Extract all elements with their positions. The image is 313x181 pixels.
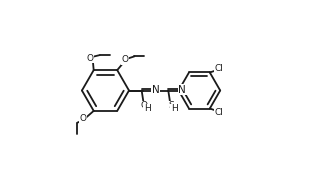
Text: Cl: Cl: [215, 108, 224, 117]
Text: Cl: Cl: [215, 64, 224, 73]
Text: O: O: [121, 56, 129, 64]
Text: S: S: [168, 101, 174, 110]
Text: H: H: [144, 104, 151, 113]
Text: O: O: [87, 54, 94, 63]
Text: O: O: [141, 101, 148, 110]
Text: N: N: [152, 85, 159, 95]
Text: H: H: [171, 104, 177, 113]
Text: O: O: [80, 114, 87, 123]
Text: N: N: [178, 85, 186, 95]
